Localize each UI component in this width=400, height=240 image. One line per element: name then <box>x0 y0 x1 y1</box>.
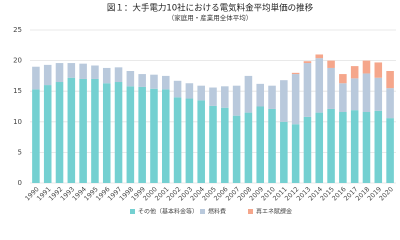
bar-segment <box>374 110 383 183</box>
bar-segment <box>138 86 146 183</box>
bar-segment <box>350 78 359 111</box>
bar-segment <box>362 112 371 183</box>
bar-segment <box>79 78 87 183</box>
bar-segment <box>138 74 146 87</box>
bar-segment <box>303 116 312 183</box>
bar-segment <box>256 106 265 183</box>
bar-segment <box>197 100 205 183</box>
bar-segment <box>209 87 217 106</box>
bar-segment <box>221 107 229 183</box>
bar-segment <box>268 108 276 183</box>
bar-segment <box>185 83 194 99</box>
bar-segment <box>327 60 335 68</box>
bar-segment <box>43 64 52 86</box>
bar-segment <box>327 67 335 109</box>
bar-segment <box>350 110 359 183</box>
legend-label: 燃料費 <box>208 208 226 216</box>
bar-segment <box>114 82 123 183</box>
bar-segment <box>291 74 300 125</box>
bar-segment <box>173 97 182 183</box>
legend-label: その他（基本料金等） <box>138 208 198 216</box>
bar-segment <box>209 105 217 183</box>
y-tick-label: 5 <box>18 148 22 156</box>
bar-segment <box>386 88 394 119</box>
bar-segment <box>126 86 135 183</box>
y-tick-label: 25 <box>13 26 22 34</box>
bar-segment <box>327 108 335 183</box>
bar-segment <box>374 62 383 78</box>
bar-segment <box>150 74 158 89</box>
legend-swatch <box>130 209 135 214</box>
bar-segment <box>362 73 371 113</box>
bar-segment <box>114 67 123 83</box>
bar-segment <box>232 85 241 116</box>
bar-segment <box>197 85 205 101</box>
bar-segment <box>55 82 64 183</box>
bar-segment <box>32 66 40 90</box>
bar-segment <box>303 61 312 64</box>
bar-segment <box>315 58 324 113</box>
bar-segment <box>185 98 194 183</box>
legend-label: 再エネ賦課金 <box>256 208 292 216</box>
bar-segment <box>161 75 170 90</box>
bar-segment <box>67 63 76 78</box>
bar-segment <box>102 83 111 183</box>
x-tick-label: 2020 <box>378 185 395 202</box>
bar-segment <box>339 112 347 183</box>
bar-segment <box>126 71 135 87</box>
bar-segment <box>161 89 170 183</box>
bar-segment <box>173 80 182 98</box>
bar-segment <box>315 112 324 183</box>
bar-segment <box>374 77 383 111</box>
legend-swatch <box>200 209 205 214</box>
bar-segment <box>102 67 111 84</box>
bar-segment <box>362 60 371 74</box>
y-tick-label: 10 <box>13 118 22 126</box>
bar-segment <box>67 77 76 183</box>
bar-segment <box>280 121 288 183</box>
bar-segment <box>244 112 253 183</box>
bar-segment <box>386 118 394 183</box>
bar-segment <box>303 63 312 117</box>
bar-segment <box>256 83 265 107</box>
bar-segment <box>221 86 229 108</box>
bar-segment <box>244 75 253 113</box>
y-tick-label: 20 <box>13 57 22 65</box>
chart-subtitle: （家庭用・産業用全体平均） <box>168 13 253 22</box>
y-tick-label: 15 <box>13 87 22 95</box>
bar-segment <box>79 63 87 79</box>
bar-segment <box>315 54 324 59</box>
bar-segment <box>339 74 347 84</box>
bar-segment <box>291 124 300 183</box>
chart-title: 図１：大手電力10社における電気料金平均単価の推移 <box>107 3 314 14</box>
bar-segment <box>232 115 241 183</box>
bar-segment <box>150 88 158 183</box>
bar-segment <box>268 85 276 109</box>
bar-segment <box>91 65 99 79</box>
bar-segment <box>339 83 347 113</box>
bar-segment <box>280 80 288 122</box>
bar-segment <box>32 89 40 183</box>
chart: 図１：大手電力10社における電気料金平均単価の推移 （家庭用・産業用全体平均） … <box>13 3 396 216</box>
bar-segment <box>91 78 99 183</box>
bar-segment <box>55 63 64 83</box>
bar-segment <box>43 85 52 183</box>
bar-segment <box>386 71 394 89</box>
legend-swatch <box>248 209 253 214</box>
bar-segment <box>350 66 359 79</box>
y-tick-label: 0 <box>18 179 22 187</box>
bar-segment <box>291 72 300 75</box>
